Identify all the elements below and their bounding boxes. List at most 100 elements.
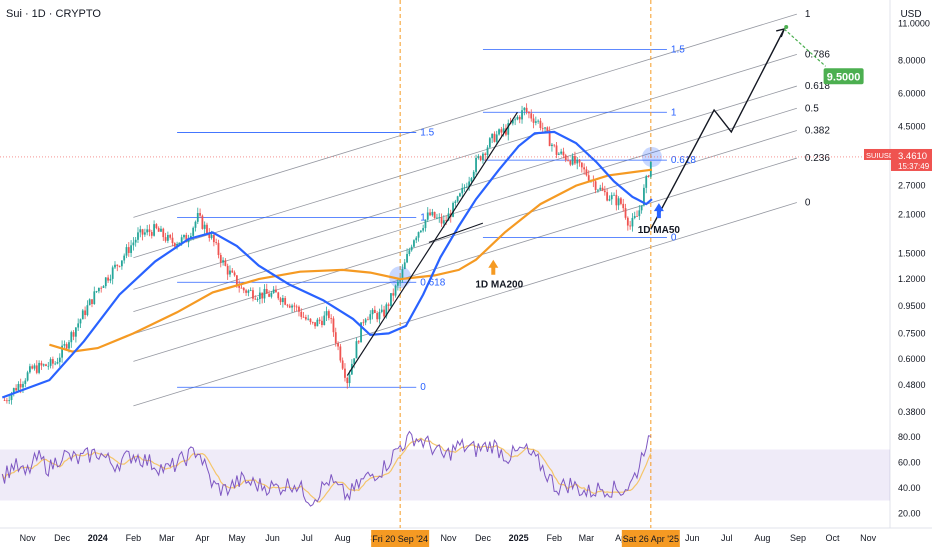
time-highlight-1-label: Fri 20 Sep '24 [372,534,428,544]
candle-body [141,229,144,235]
ma200-annotation: 1D MA200 [475,280,523,291]
candle-body [362,322,365,324]
candle-body [81,310,84,320]
candle-body [599,187,602,190]
rsi-line [1,430,651,507]
candle-body [433,211,436,219]
candle-body [463,187,466,189]
fib-channel-line [133,130,797,335]
candle-body [245,290,247,293]
fib-retracement-2-label: 0 [671,233,677,244]
price-tick: 8.0000 [898,55,926,65]
candle-body [134,239,137,243]
candle-body [164,237,167,241]
price-tick: 0.4800 [898,380,926,390]
candle-body [472,171,475,179]
price-tick: 1.5000 [898,248,926,258]
time-highlight-2-badge[interactable] [621,530,680,547]
target-price-label: 9.5000 [827,71,861,83]
candle-body [562,151,565,156]
candle-body [201,215,204,229]
fib-channel-label: 0.236 [805,153,830,164]
candle-body [511,119,514,124]
candle-body [482,153,484,161]
candle-body [130,245,132,253]
candle-body [454,201,457,203]
time-tick: Jun [685,533,700,543]
trend-line-minor [428,222,484,243]
candle-body [226,265,229,275]
candle-body [369,314,372,320]
candle-body [426,212,429,220]
candle-body [643,187,645,206]
candle-body [33,365,36,369]
candle-body [208,233,211,238]
time-tick: Dec [475,533,492,543]
candle-body [484,153,487,155]
candle-body [206,224,208,234]
candle-body [107,277,109,281]
last-price-badge[interactable] [891,148,932,171]
candle-body [298,306,300,312]
candle-body [585,169,588,176]
candle-body [157,228,160,232]
candle-body [155,224,158,229]
candle-body [636,216,638,217]
candle-body [183,234,185,238]
time-highlight-1-badge[interactable] [371,530,430,547]
candle-body [468,181,471,187]
candle-body [502,128,505,133]
candle-body [534,121,537,123]
candle-body [86,305,89,316]
candle-body [26,372,29,381]
target-arrow [783,28,827,67]
candle-body [192,227,195,236]
candle-body [394,285,397,296]
candle-body [479,156,482,161]
target-price-badge[interactable] [823,68,864,85]
candle-body [109,278,112,281]
candle-body [176,244,178,247]
price-tick: 0.6000 [898,354,926,364]
candle-body [295,306,298,308]
candle-body [210,234,213,238]
candle-body [272,289,275,294]
candle-body [263,288,266,299]
candle-body [557,153,560,155]
time-tick: Dec [54,533,71,543]
fib-retracement-2-label: 1 [671,107,677,118]
fib-channel-label: 1 [805,9,811,20]
candle-body [12,388,15,394]
candle-body [132,242,135,246]
candle-body [622,203,625,209]
time-tick: Jun [265,533,280,543]
candle-body [268,293,270,297]
candle-body [606,192,609,201]
candle-body [79,319,82,324]
candle-body [410,246,413,251]
candle-body [620,198,622,204]
candle-body [413,240,415,247]
candle-body [419,230,422,233]
candle-body [265,288,268,294]
price-axis-panel[interactable] [890,0,932,550]
projection-arrow-head [776,27,786,38]
price-tick: 1.2000 [898,274,926,284]
candle-body [307,318,310,320]
candle-body [277,292,280,299]
candle-body [302,316,305,318]
candle-body [334,332,337,344]
candle-body [162,228,165,238]
candle-body [185,234,188,243]
candle-body [42,364,45,366]
price-tick: 0.3800 [898,407,926,417]
candle-body [459,193,461,197]
time-tick: Feb [546,533,562,543]
candle-body [521,110,523,120]
projection-path [650,28,785,230]
candle-body [270,293,273,297]
candle-body [31,366,34,369]
candle-body [120,260,123,267]
candle-body [284,298,287,305]
